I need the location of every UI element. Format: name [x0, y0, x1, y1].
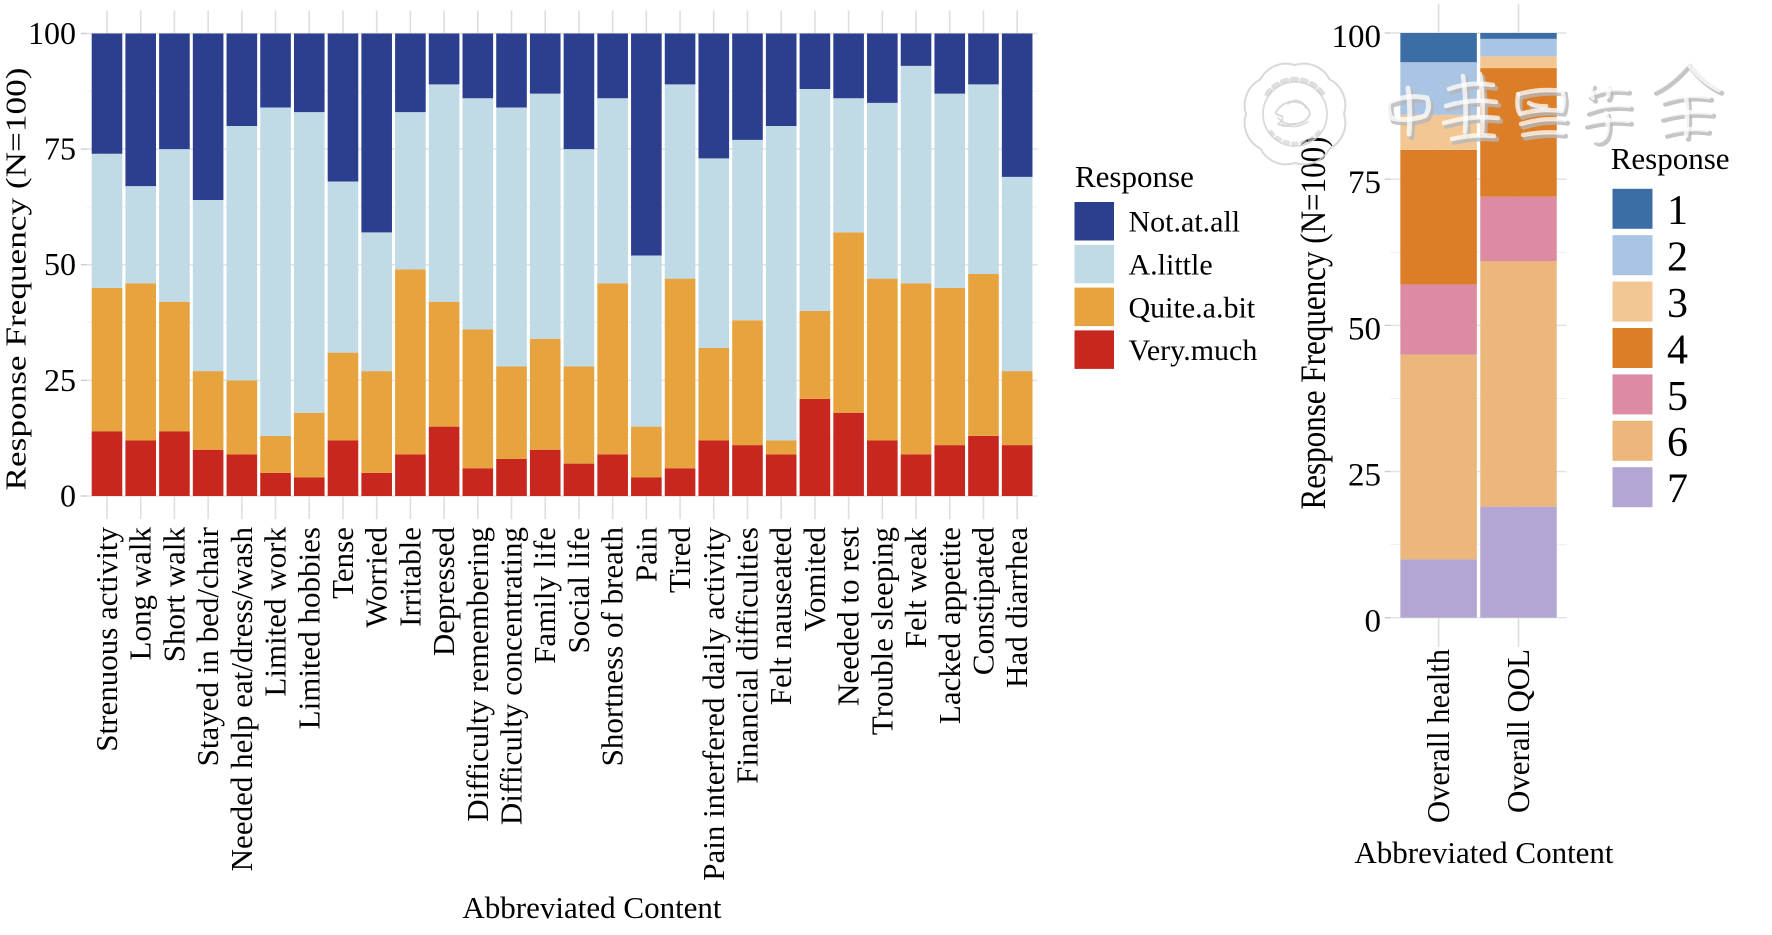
svg-text:75: 75	[1348, 165, 1381, 201]
svg-text:Needed to rest: Needed to rest	[831, 527, 866, 706]
svg-text:Response: Response	[1075, 159, 1194, 194]
svg-text:Financial difficulties: Financial difficulties	[730, 527, 765, 784]
svg-text:Overall QOL: Overall QOL	[1500, 649, 1536, 813]
svg-text:Abbreviated Content: Abbreviated Content	[462, 890, 722, 925]
svg-text:Felt nauseated: Felt nauseated	[763, 527, 798, 706]
svg-text:Trouble sleeping: Trouble sleeping	[864, 527, 899, 735]
svg-text:0: 0	[1365, 604, 1382, 640]
svg-text:1: 1	[1667, 188, 1688, 234]
svg-text:Depressed: Depressed	[426, 527, 461, 657]
svg-text:Difficulty remembering: Difficulty remembering	[460, 527, 495, 822]
svg-text:Response: Response	[1611, 141, 1730, 176]
svg-text:4: 4	[1667, 327, 1688, 373]
svg-text:Shortness of breath: Shortness of breath	[595, 527, 630, 767]
svg-text:100: 100	[28, 15, 76, 51]
svg-text:Not.at.all: Not.at.all	[1129, 206, 1241, 239]
svg-text:0: 0	[60, 478, 76, 514]
svg-text:Pain: Pain	[628, 527, 663, 583]
svg-text:25: 25	[44, 362, 76, 398]
svg-text:5: 5	[1667, 374, 1688, 420]
svg-text:Limited hobbies: Limited hobbies	[291, 527, 326, 729]
svg-text:Response Frequency (N=100): Response Frequency (N=100)	[1, 68, 33, 491]
svg-text:Lacked appetite: Lacked appetite	[932, 527, 967, 724]
svg-text:Family life: Family life	[527, 527, 562, 664]
svg-text:Abbreviated Content: Abbreviated Content	[1354, 835, 1614, 870]
svg-text:Irritable: Irritable	[392, 527, 427, 627]
svg-text:Response Frequency (N=100): Response Frequency (N=100)	[1293, 137, 1333, 510]
svg-text:75: 75	[44, 131, 76, 167]
svg-text:Limited work: Limited work	[258, 527, 293, 697]
svg-text:6: 6	[1667, 420, 1688, 466]
svg-text:Quite.a.bit: Quite.a.bit	[1129, 291, 1256, 324]
svg-text:Stayed in bed/chair: Stayed in bed/chair	[190, 526, 225, 766]
svg-text:100: 100	[1332, 19, 1382, 55]
svg-text:Long walk: Long walk	[123, 527, 158, 661]
svg-text:Social life: Social life	[561, 527, 596, 654]
svg-text:Very.much: Very.much	[1129, 334, 1258, 367]
svg-text:3: 3	[1667, 281, 1688, 327]
svg-text:Worried: Worried	[359, 527, 394, 628]
svg-text:Short walk: Short walk	[156, 527, 191, 663]
svg-text:25: 25	[1348, 458, 1381, 494]
svg-text:Constipated: Constipated	[966, 527, 1001, 676]
svg-text:Strenuous activity: Strenuous activity	[89, 527, 124, 752]
svg-text:Felt weak: Felt weak	[898, 527, 933, 649]
svg-text:50: 50	[1348, 311, 1381, 347]
svg-text:2: 2	[1667, 235, 1688, 281]
svg-text:Pain interfered daily activity: Pain interfered daily activity	[696, 527, 731, 881]
svg-text:Tired: Tired	[662, 527, 697, 594]
svg-text:Had diarrhea: Had diarrhea	[999, 527, 1034, 688]
svg-text:Tense: Tense	[325, 527, 360, 599]
svg-text:7: 7	[1667, 467, 1688, 513]
svg-text:50: 50	[44, 246, 76, 282]
svg-text:Needed help eat/dress/wash: Needed help eat/dress/wash	[224, 527, 259, 872]
svg-text:Overall health: Overall health	[1420, 649, 1456, 823]
svg-text:A.little: A.little	[1129, 249, 1213, 282]
svg-text:Vomited: Vomited	[797, 527, 832, 632]
svg-text:Difficulty concentrating: Difficulty concentrating	[494, 527, 529, 825]
